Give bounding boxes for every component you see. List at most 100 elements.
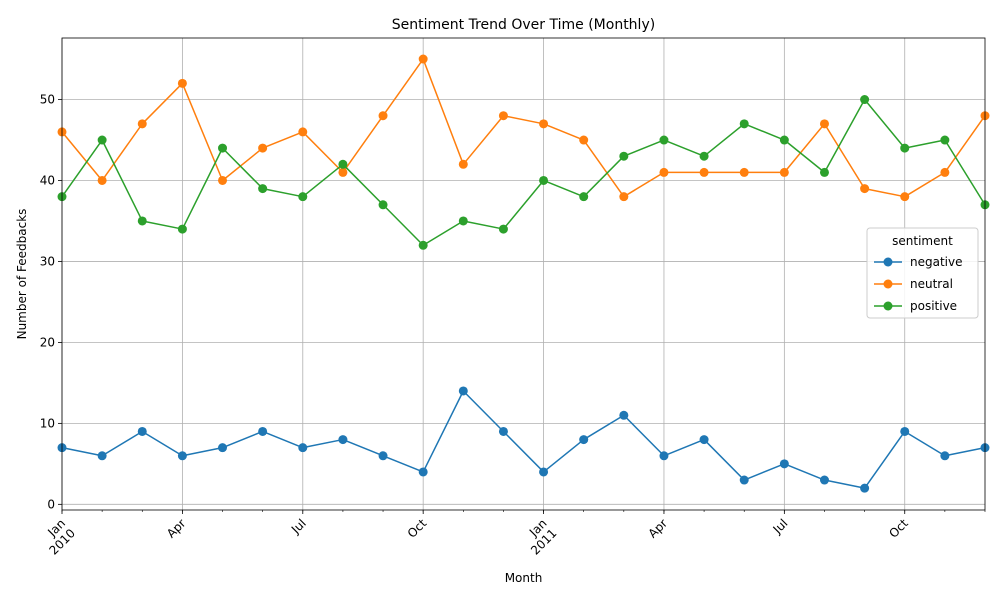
data-point-neutral xyxy=(900,192,910,202)
y-tick-label: 10 xyxy=(40,416,55,430)
data-point-positive xyxy=(779,135,789,145)
x-tick-label: Jul xyxy=(288,516,309,537)
legend: sentiment negative neutral positive xyxy=(866,227,979,319)
data-point-negative xyxy=(378,451,388,461)
data-point-positive xyxy=(137,216,147,226)
data-point-positive xyxy=(177,224,187,234)
x-tick-label: Apr xyxy=(164,516,189,541)
x-tick-label: Oct xyxy=(405,516,430,541)
series-negative xyxy=(57,386,990,493)
data-point-negative xyxy=(338,435,348,445)
data-point-neutral xyxy=(619,192,629,202)
x-tick-label: Apr xyxy=(645,516,670,541)
data-point-neutral xyxy=(177,78,187,88)
data-point-positive xyxy=(699,151,709,161)
data-point-negative xyxy=(900,426,910,436)
data-point-negative xyxy=(137,426,147,436)
legend-box xyxy=(866,227,979,319)
data-point-negative xyxy=(659,451,669,461)
data-point-negative xyxy=(97,451,107,461)
legend-item-positive: positive xyxy=(874,299,957,313)
data-point-negative xyxy=(498,426,508,436)
y-tick-label: 50 xyxy=(40,93,55,107)
data-point-positive xyxy=(579,192,589,202)
data-point-negative xyxy=(218,443,228,453)
legend-title: sentiment xyxy=(892,234,953,248)
y-axis-title: Number of Feedbacks xyxy=(15,209,29,340)
data-point-negative xyxy=(819,475,829,485)
legend-marker xyxy=(883,279,893,289)
data-point-neutral xyxy=(659,167,669,177)
series-line-positive xyxy=(61,98,986,247)
y-tick-label: 0 xyxy=(47,497,55,511)
data-point-negative xyxy=(539,467,549,477)
data-point-positive xyxy=(659,135,669,145)
data-point-positive xyxy=(338,159,348,169)
data-point-positive xyxy=(258,184,268,194)
legend-item-negative: negative xyxy=(874,255,962,269)
data-point-negative xyxy=(860,483,870,493)
data-point-negative xyxy=(177,451,187,461)
data-point-neutral xyxy=(739,167,749,177)
chart-title: Sentiment Trend Over Time (Monthly) xyxy=(392,17,655,33)
x-tick-label: Jan2010 xyxy=(37,516,78,557)
data-point-neutral xyxy=(699,167,709,177)
data-point-neutral xyxy=(338,167,348,177)
legend-label: positive xyxy=(910,299,957,313)
series-line-neutral xyxy=(61,58,986,198)
data-point-neutral xyxy=(218,175,228,185)
y-tick-label: 30 xyxy=(40,254,55,268)
data-point-neutral xyxy=(940,167,950,177)
data-point-neutral xyxy=(378,111,388,121)
series-line-negative xyxy=(61,390,986,489)
data-point-positive xyxy=(539,175,549,185)
legend-item-neutral: neutral xyxy=(874,277,953,291)
data-point-negative xyxy=(258,426,268,436)
data-point-negative xyxy=(940,451,950,461)
data-point-neutral xyxy=(819,119,829,129)
y-tick-label: 40 xyxy=(40,173,55,187)
data-point-neutral xyxy=(458,159,468,169)
grid xyxy=(61,38,985,510)
plot-frame xyxy=(61,37,986,511)
data-point-positive xyxy=(940,135,950,145)
data-point-positive xyxy=(378,200,388,210)
data-point-positive xyxy=(298,192,308,202)
data-point-negative xyxy=(418,467,428,477)
data-point-positive xyxy=(619,151,629,161)
x-axis-title: Month xyxy=(505,571,543,585)
data-point-positive xyxy=(418,240,428,250)
data-point-neutral xyxy=(418,54,428,64)
y-tick-label: 20 xyxy=(40,335,55,349)
x-tick-label: Jan2011 xyxy=(518,516,559,557)
data-point-positive xyxy=(458,216,468,226)
data-point-neutral xyxy=(298,127,308,137)
legend-items: negative neutral positive xyxy=(874,255,962,313)
data-point-negative xyxy=(298,443,308,453)
x-tick-label: Oct xyxy=(886,516,911,541)
data-point-positive xyxy=(218,143,228,153)
data-point-neutral xyxy=(258,143,268,153)
legend-marker xyxy=(883,301,893,311)
legend-marker xyxy=(883,257,893,267)
data-point-negative xyxy=(458,386,468,396)
data-point-negative xyxy=(779,459,789,469)
axes: 0 10 20 30 40 50 Jan2010 Apr Jul Oct Jan2011 Apr Jul… xyxy=(37,93,986,558)
data-point-neutral xyxy=(539,119,549,129)
data-point-neutral xyxy=(579,135,589,145)
data-point-positive xyxy=(97,135,107,145)
data-point-negative xyxy=(579,435,589,445)
data-point-negative xyxy=(739,475,749,485)
data-point-neutral xyxy=(137,119,147,129)
data-point-positive xyxy=(860,95,870,105)
data-point-neutral xyxy=(498,111,508,121)
data-point-positive xyxy=(819,167,829,177)
data-point-positive xyxy=(498,224,508,234)
data-point-negative xyxy=(619,410,629,420)
data-point-neutral xyxy=(97,175,107,185)
legend-label: neutral xyxy=(910,277,953,291)
x-tick-label: Jul xyxy=(770,516,791,537)
data-point-positive xyxy=(900,143,910,153)
